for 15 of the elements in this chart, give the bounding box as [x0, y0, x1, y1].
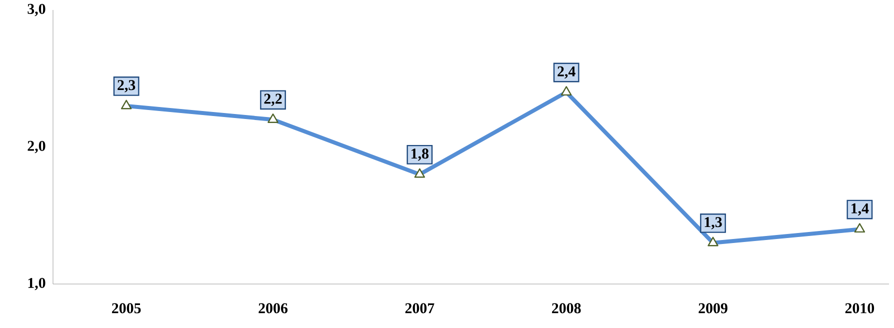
data-label: 1,3	[704, 217, 722, 230]
data-label: 1,4	[852, 203, 869, 216]
y-tick-label: 1,0	[28, 278, 46, 290]
x-tick-label: 2006	[258, 303, 288, 314]
y-tick-label: 3,0	[28, 4, 46, 16]
x-tick-label: 2007	[405, 303, 434, 314]
x-tick-label: 2010	[845, 303, 874, 314]
x-tick-label: 2009	[698, 303, 728, 314]
x-tick-label: 2008	[552, 303, 581, 314]
data-label: 2,4	[558, 66, 576, 79]
y-tick-label: 2,0	[28, 140, 46, 154]
data-label: 1,8	[412, 148, 429, 161]
x-tick-label: 2005	[112, 303, 141, 314]
data-label: 2,3	[118, 80, 136, 92]
data-label: 2,2	[264, 94, 282, 106]
